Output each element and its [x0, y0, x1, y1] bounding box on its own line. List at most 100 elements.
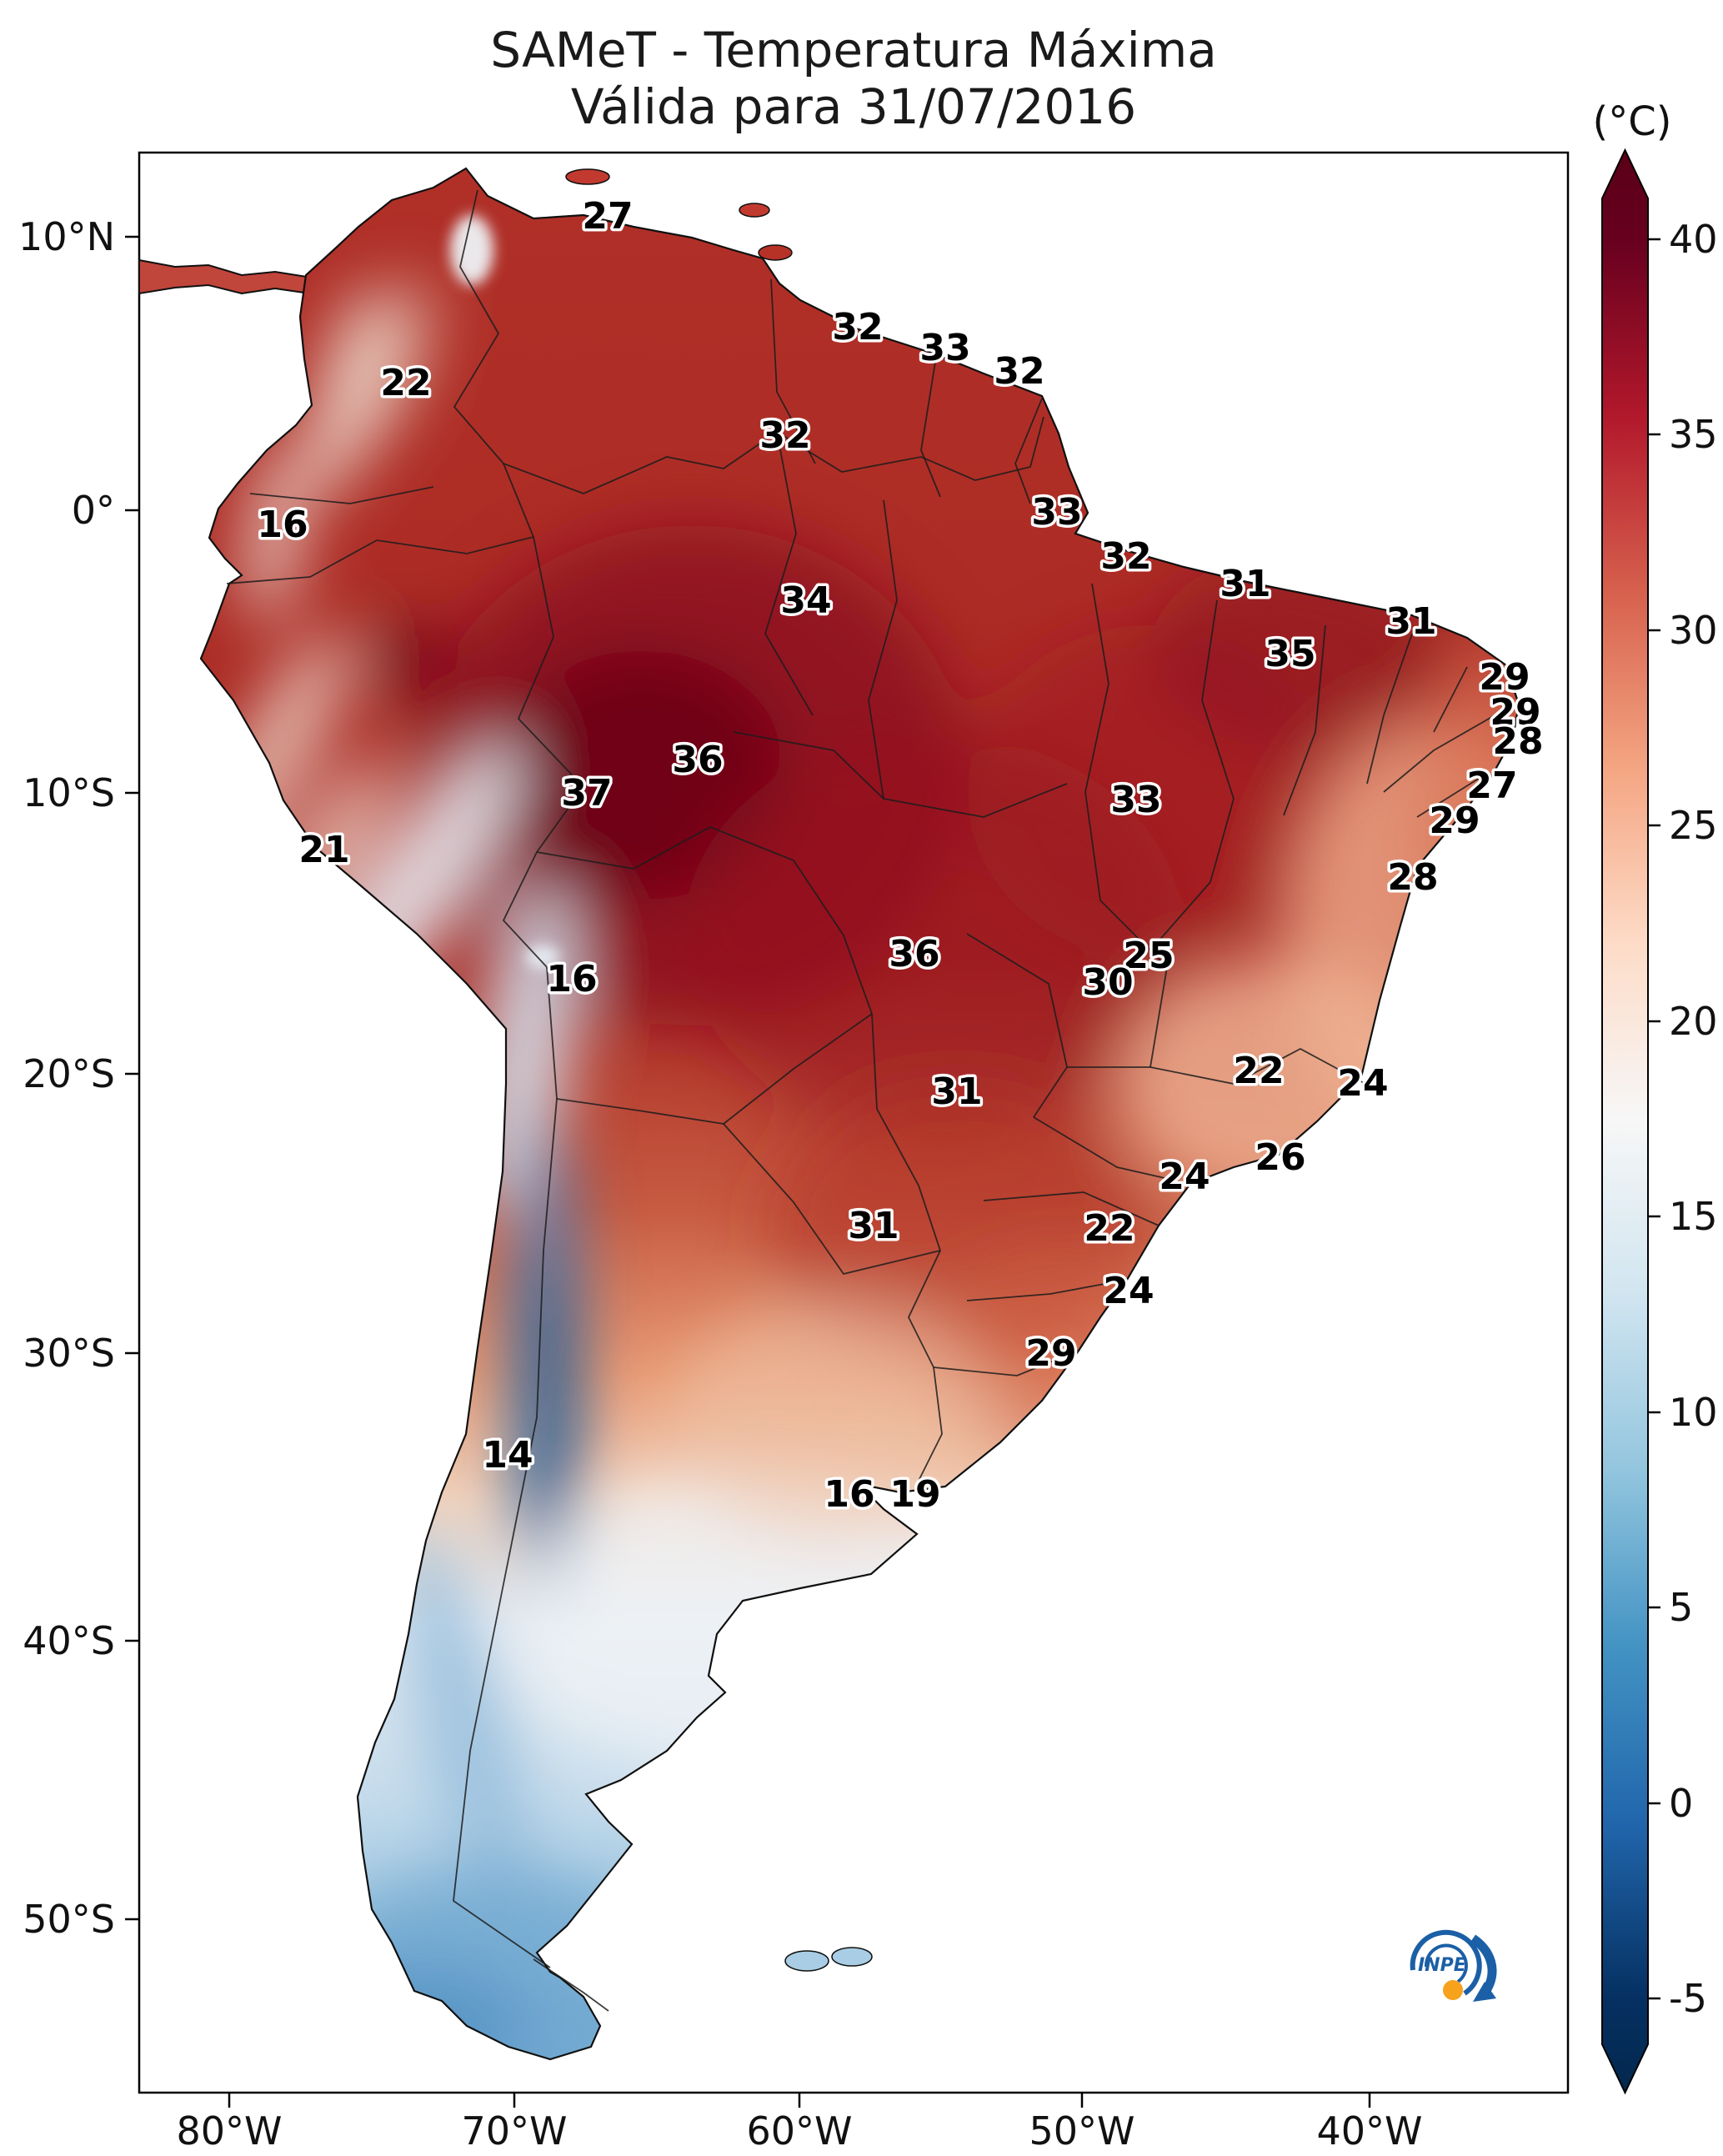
- logo-text: INPE: [1418, 1955, 1466, 1976]
- temperature-label: 24: [1337, 1062, 1388, 1105]
- temperature-label: 31: [848, 1205, 899, 1247]
- temperature-label: 34: [780, 579, 831, 622]
- border-line: [1283, 624, 1326, 816]
- border-line: [723, 1013, 873, 1125]
- x-tick-label: 60°W: [746, 2108, 852, 2153]
- border-line: [1014, 398, 1043, 504]
- border-line: [453, 189, 504, 464]
- temperature-label: 25: [1123, 935, 1174, 977]
- temperature-shade: [399, 1522, 526, 1913]
- logo-arrowhead: [1473, 1982, 1496, 2002]
- border-line: [871, 1013, 941, 1251]
- border-line: [1433, 666, 1468, 733]
- border-line: [966, 933, 1068, 1118]
- logo-swirl-outer: [1410, 1929, 1482, 1996]
- border-line: [933, 1350, 1079, 1376]
- colorbar-tick-label: 5: [1669, 1585, 1693, 1630]
- temperature-label: 24: [1159, 1156, 1210, 1198]
- temperature-label: 33: [919, 327, 970, 369]
- temperature-label: 28: [1387, 856, 1438, 899]
- border-line: [376, 536, 534, 554]
- temperature-label: 14: [482, 1434, 533, 1477]
- border-line: [764, 431, 814, 716]
- border-line: [533, 1958, 609, 2012]
- y-tick-label: 30°S: [23, 1331, 115, 1376]
- border-line: [1033, 1116, 1191, 1185]
- lake-maracaibo: [450, 215, 493, 285]
- temperature-label: 33: [1110, 779, 1161, 821]
- border-line: [1366, 633, 1413, 785]
- colorbar-tick-label: 25: [1669, 803, 1718, 848]
- border-line: [920, 356, 941, 498]
- border-line: [983, 1191, 1160, 1226]
- logo-orange-dot: [1443, 1980, 1463, 2000]
- border-line: [916, 1366, 943, 1485]
- y-tick-label: 20°S: [23, 1051, 115, 1096]
- colorbar-tick-label: 0: [1669, 1781, 1693, 1826]
- temperature-label: 16: [257, 504, 308, 546]
- border-line: [1084, 583, 1109, 901]
- temperature-label: 16: [546, 958, 597, 1000]
- inpe-logo: INPE: [1410, 1929, 1497, 2002]
- temperature-label: 32: [832, 306, 883, 348]
- temperature-label: 27: [1466, 765, 1517, 807]
- border-line: [1150, 1047, 1366, 1085]
- temperature-shade: [367, 278, 433, 439]
- temperature-label: 29: [1429, 800, 1480, 842]
- y-tick-label: 10°S: [23, 770, 115, 815]
- temperature-label: 32: [994, 350, 1044, 393]
- border-line: [770, 278, 816, 464]
- colorbar: (°C) 40 35 30 25 20 15 10 5 0 -5: [1593, 98, 1718, 2095]
- map-title-line2: Válida para 31/07/2016: [571, 78, 1136, 135]
- logo-swirl-inner: [1424, 1943, 1468, 1983]
- y-tick-label: 10°N: [18, 214, 115, 259]
- temperature-label: 27: [582, 195, 633, 238]
- colorbar-tick-label: -5: [1669, 1976, 1707, 2021]
- colorbar-tick-label: 40: [1669, 217, 1718, 262]
- temperature-label: 33: [1031, 491, 1082, 534]
- temperature-label: 19: [889, 1473, 940, 1516]
- temperature-label: 30: [1082, 961, 1133, 1004]
- coastline: [199, 167, 1520, 2061]
- border-line: [536, 826, 873, 1015]
- border-line: [502, 851, 548, 968]
- lake-titicaca: [526, 945, 559, 969]
- colorbar-gradient: [1601, 148, 1649, 2095]
- temperature-label: 35: [1265, 633, 1315, 675]
- border-line: [1099, 900, 1168, 1068]
- south-america: [199, 167, 1520, 2061]
- map-title-line1: SAMeT - Temperatura Máxima: [490, 22, 1217, 78]
- temperature-label: 37: [561, 772, 612, 815]
- border-line: [556, 1098, 724, 1125]
- border-line: [723, 1123, 941, 1276]
- x-tick-label: 80°W: [176, 2108, 282, 2153]
- temperature-shade: [667, 1301, 1000, 1534]
- border-line: [733, 731, 1068, 818]
- falkland-islands: [784, 1947, 873, 1972]
- border-line: [249, 486, 434, 504]
- temperature-shade: [308, 287, 392, 497]
- colorbar-tick-label: 30: [1669, 608, 1718, 653]
- border-line: [1383, 708, 1507, 793]
- border-line: [453, 966, 558, 1968]
- temperature-label: 26: [1255, 1136, 1305, 1179]
- interior-borders: [226, 189, 1507, 2012]
- temperature-label: 16: [824, 1473, 874, 1516]
- temperature-label: 32: [759, 414, 810, 457]
- colorbar-ticks: 40 35 30 25 20 15 10 5 0 -5: [1648, 217, 1718, 2021]
- temperature-label: 29: [1490, 691, 1540, 734]
- temperature-label: 31: [1220, 563, 1270, 605]
- colorbar-tick-label: 35: [1669, 412, 1718, 457]
- y-tick-label: 0°: [72, 488, 115, 533]
- temperature-label: 36: [889, 933, 939, 975]
- border-line: [1416, 775, 1485, 818]
- border-line: [1201, 599, 1235, 883]
- colorbar-tick-label: 15: [1669, 1194, 1718, 1239]
- temperature-label: 24: [1103, 1270, 1154, 1312]
- y-axis: 10°N 0° 10°S 20°S 30°S 40°S 50°S: [18, 214, 139, 1942]
- caribbean-islands: [565, 168, 793, 261]
- temperature-label: 22: [1084, 1207, 1134, 1250]
- border-line: [226, 539, 378, 584]
